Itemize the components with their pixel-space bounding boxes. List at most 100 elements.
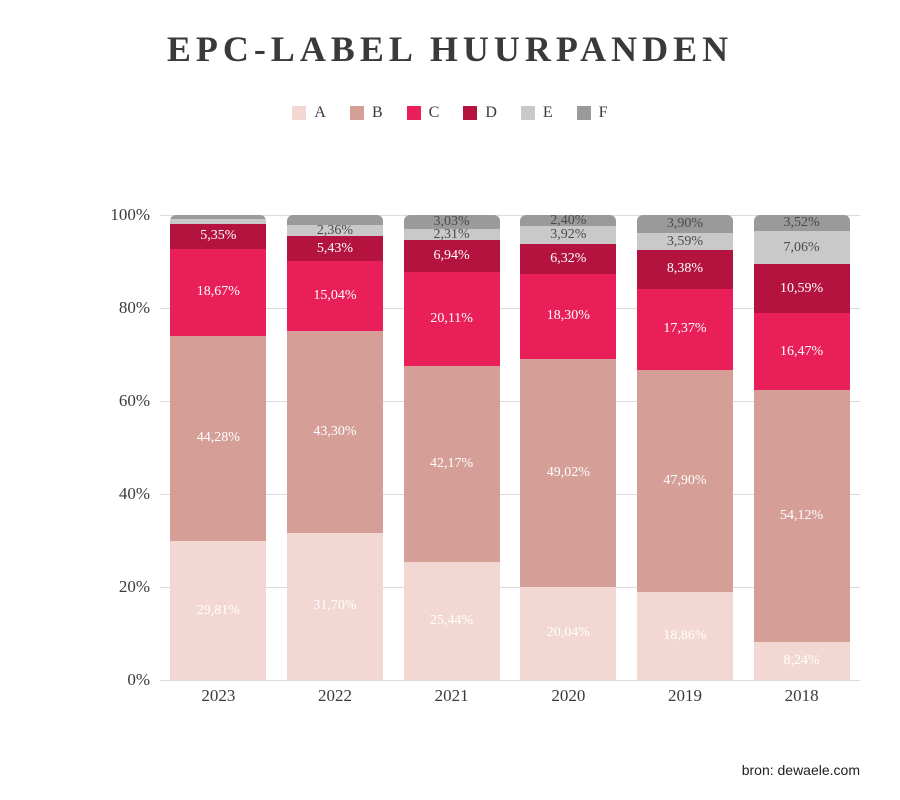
page: EPC-LABEL HUURPANDEN A B C D E F 0% 20% 40% 60% 8… [0, 0, 900, 800]
segment-value-label: 17,37% [663, 321, 706, 337]
legend-item-c: C [407, 104, 440, 122]
segment-value-label: 3,59% [667, 234, 703, 250]
segment-a: 25,44% [404, 562, 500, 680]
segment-value-label: 2,40% [550, 215, 586, 226]
segment-value-label: 49,02% [547, 465, 590, 481]
segment-e: 2,36% [287, 225, 383, 236]
segment-c: 18,30% [520, 274, 616, 359]
y-tick-label: 80% [90, 298, 150, 318]
segment-value-label: 31,70% [313, 598, 356, 614]
segment-value-label: 5,35% [200, 228, 236, 244]
x-tick-label: 2018 [785, 686, 819, 706]
legend: A B C D E F [0, 104, 900, 122]
segment-e: 2,31% [404, 229, 500, 240]
segment-value-label: 6,94% [434, 248, 470, 264]
segment-value-label: 2,36% [317, 225, 353, 236]
legend-label: F [599, 104, 608, 122]
chart-area: 0%20%40%60%80%100% 29,81%44,28%18,67%5,3… [90, 215, 870, 710]
segment-value-label: 18,67% [197, 284, 240, 300]
segment-value-label: 43,30% [313, 424, 356, 440]
segment-d: 6,32% [520, 244, 616, 273]
source-attribution: bron: dewaele.com [742, 762, 860, 778]
legend-swatch [292, 106, 306, 120]
segment-d: 5,43% [287, 236, 383, 261]
segment-value-label: 3,90% [667, 216, 703, 232]
bar-2021: 25,44% 42,17% 20,11% 6,94% 2,31%3,03% [404, 215, 500, 680]
segment-value-label: 44,28% [197, 430, 240, 446]
segment-b: 43,30% [287, 331, 383, 532]
segment-value-label: 42,17% [430, 456, 473, 472]
segment-f: 2,40% [520, 215, 616, 226]
segment-f: 3,90% [637, 215, 733, 233]
segment-b: 42,17% [404, 366, 500, 562]
segment-value-label: 8,24% [784, 653, 820, 669]
segment-c: 17,37% [637, 289, 733, 370]
x-tick-label: 2021 [435, 686, 469, 706]
segment-e: 7,06% [754, 231, 850, 264]
segment-a: 8,24% [754, 642, 850, 680]
segment-value-label: 29,81% [197, 603, 240, 619]
legend-item-d: D [463, 104, 497, 122]
segment-a: 18,86% [637, 592, 733, 680]
segment-value-label: 3,03% [434, 215, 470, 229]
plot-area: 29,81% 44,28% 18,67% 5,35% 31,70% 43,30% 15,04… [160, 215, 860, 680]
segment-value-label: 18,30% [547, 308, 590, 324]
bars-container: 29,81% 44,28% 18,67% 5,35% 31,70% 43,30% 15,04… [160, 215, 860, 680]
segment-d: 8,38% [637, 250, 733, 289]
legend-label: B [372, 104, 383, 122]
y-axis: 0%20%40%60%80%100% [90, 215, 160, 680]
chart-title: EPC-LABEL HUURPANDEN [0, 0, 900, 70]
legend-label: D [485, 104, 497, 122]
bar-2019: 18,86% 47,90% 17,37% 8,38% 3,59% 3,90% [637, 215, 733, 680]
segment-value-label: 16,47% [780, 344, 823, 360]
segment-c: 20,11% [404, 272, 500, 366]
segment-b: 44,28% [170, 336, 266, 542]
y-tick-label: 100% [90, 205, 150, 225]
segment-d: 10,59% [754, 264, 850, 313]
x-tick-label: 2019 [668, 686, 702, 706]
x-axis: 202320222021202020192018 [160, 680, 860, 710]
legend-item-a: A [292, 104, 326, 122]
y-tick-label: 0% [90, 670, 150, 690]
legend-item-f: F [577, 104, 608, 122]
segment-value-label: 6,32% [550, 251, 586, 267]
legend-item-b: B [350, 104, 383, 122]
segment-a: 20,04% [520, 587, 616, 680]
segment-value-label: 8,38% [667, 261, 703, 277]
bar-2023: 29,81% 44,28% 18,67% 5,35% [170, 215, 266, 680]
legend-swatch [577, 106, 591, 120]
segment-value-label: 20,04% [547, 625, 590, 641]
legend-item-e: E [521, 104, 553, 122]
segment-b: 49,02% [520, 359, 616, 587]
x-tick-label: 2023 [201, 686, 235, 706]
segment-value-label: 18,86% [663, 628, 706, 644]
y-tick-label: 40% [90, 484, 150, 504]
segment-d: 5,35% [170, 224, 266, 249]
y-tick-label: 60% [90, 391, 150, 411]
x-tick-label: 2022 [318, 686, 352, 706]
segment-f [287, 215, 383, 225]
segment-value-label: 3,52% [784, 215, 820, 231]
y-tick-label: 20% [90, 577, 150, 597]
legend-swatch [407, 106, 421, 120]
legend-swatch [463, 106, 477, 120]
bar-2018: 8,24%54,12%16,47%10,59%7,06%3,52% [754, 215, 850, 680]
segment-value-label: 47,90% [663, 473, 706, 489]
segment-c: 18,67% [170, 249, 266, 336]
segment-a: 29,81% [170, 541, 266, 680]
bar-2022: 31,70% 43,30% 15,04% 5,43% 2,36% [287, 215, 383, 680]
segment-value-label: 15,04% [313, 288, 356, 304]
segment-f: 3,52% [754, 215, 850, 231]
segment-value-label: 7,06% [784, 240, 820, 256]
legend-label: E [543, 104, 553, 122]
legend-swatch [350, 106, 364, 120]
segment-value-label: 2,31% [434, 229, 470, 240]
segment-b: 47,90% [637, 370, 733, 593]
segment-value-label: 3,92% [550, 227, 586, 243]
segment-c: 15,04% [287, 261, 383, 331]
segment-value-label: 10,59% [780, 281, 823, 297]
segment-a: 31,70% [287, 533, 383, 680]
segment-value-label: 5,43% [317, 241, 353, 257]
segment-e: 3,59% [637, 233, 733, 250]
legend-label: C [429, 104, 440, 122]
